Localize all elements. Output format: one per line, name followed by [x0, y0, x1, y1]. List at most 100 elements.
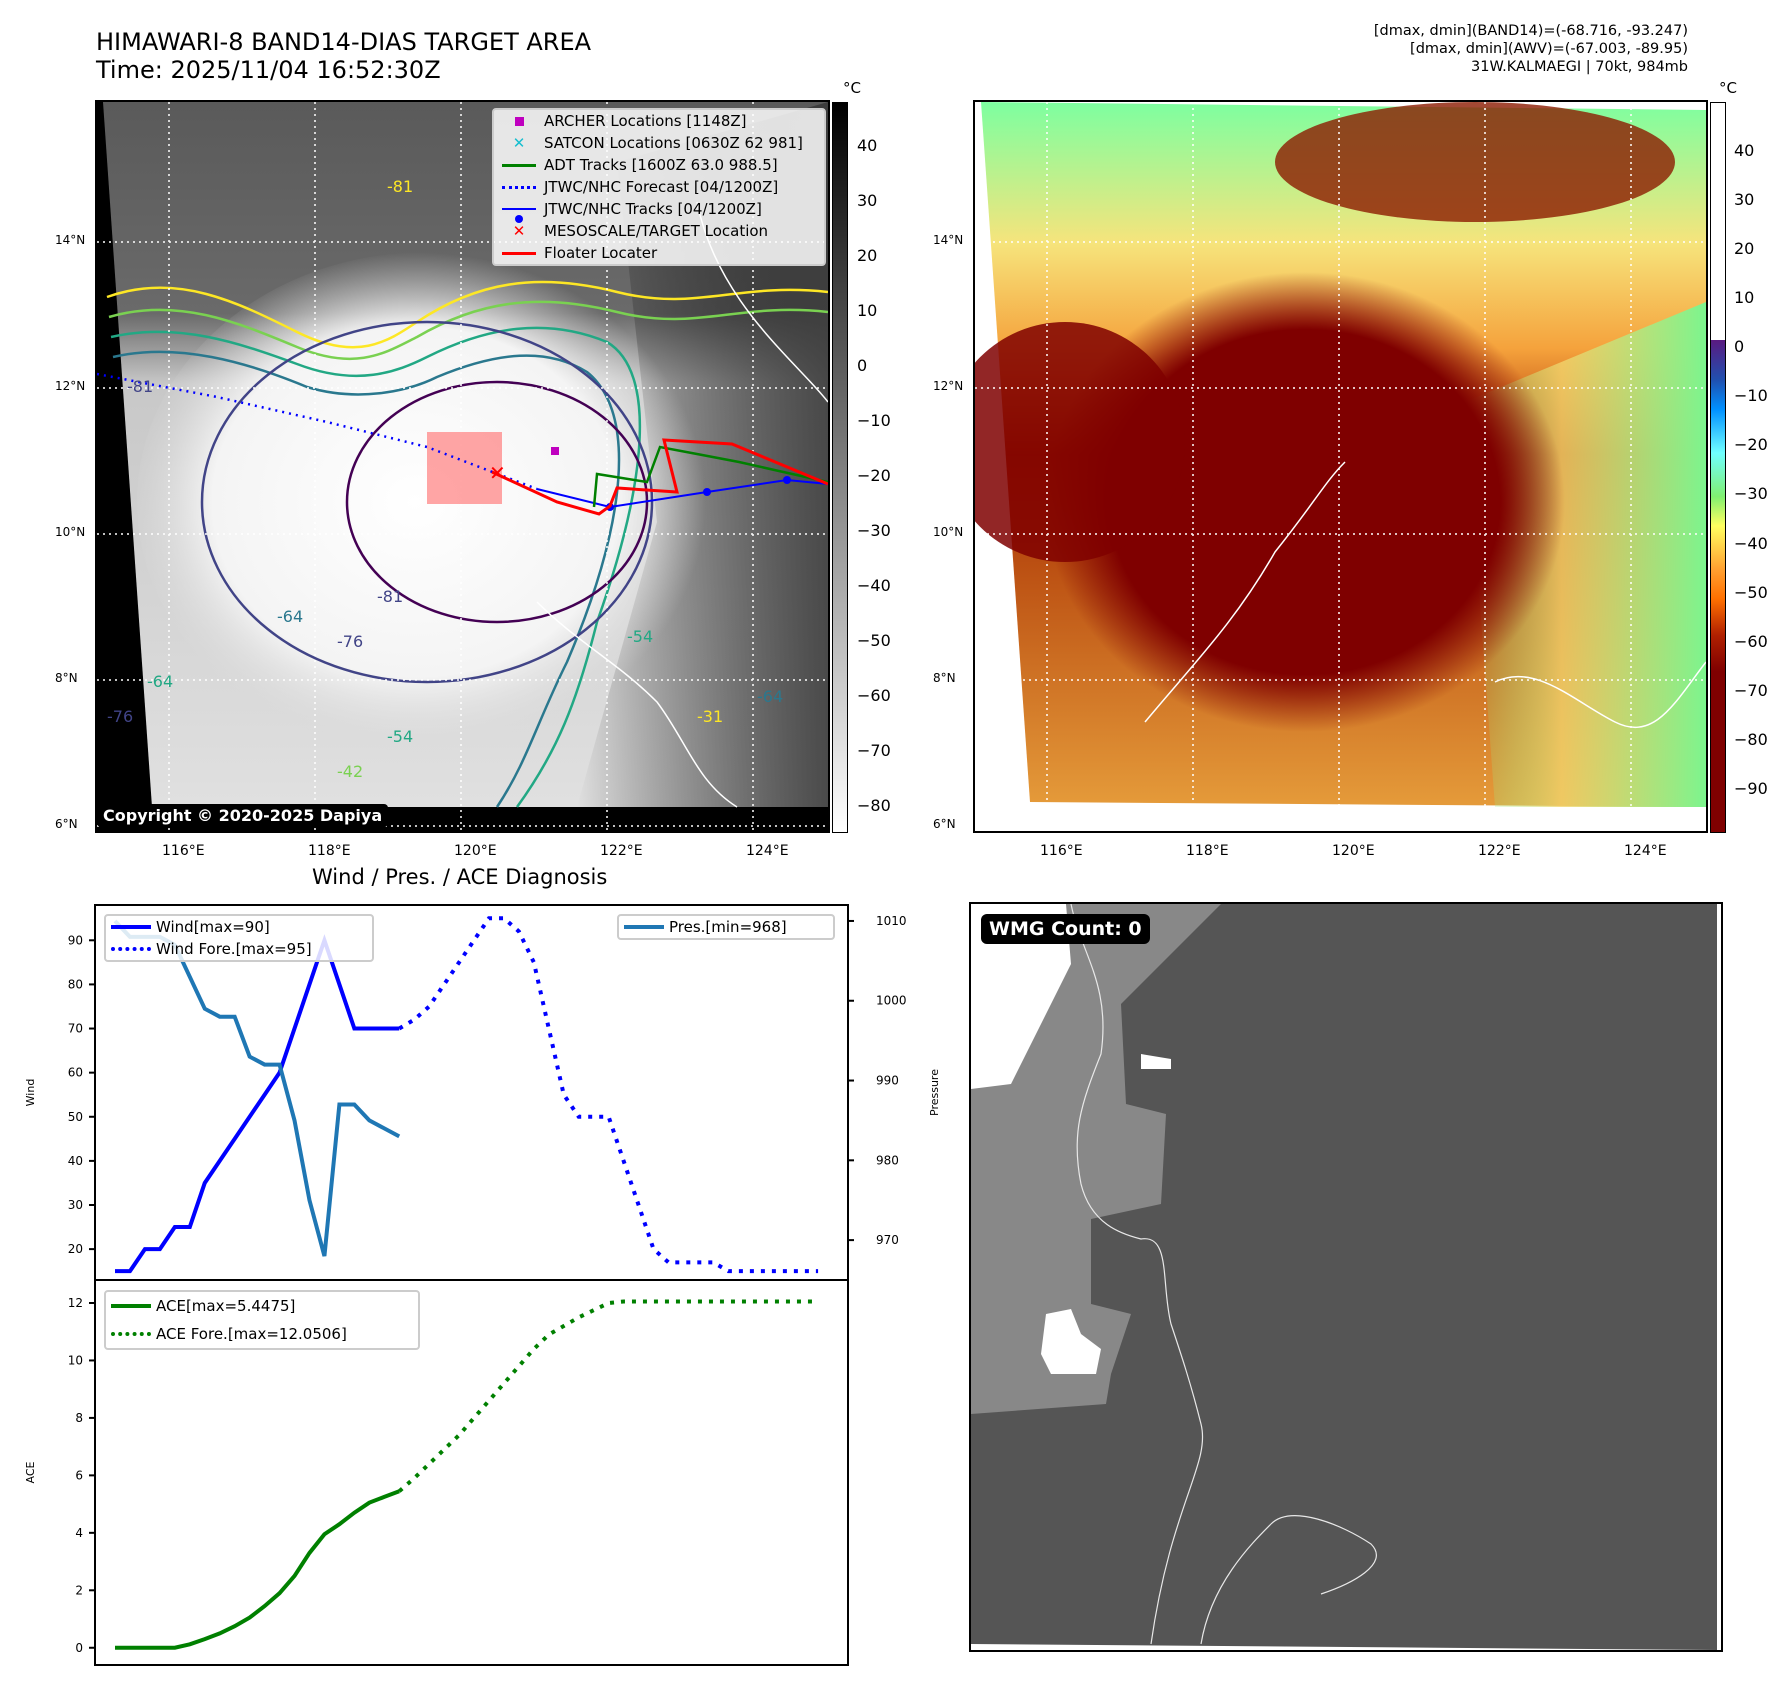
colorbar-tick: −60 [857, 685, 891, 705]
line-dot-icon [502, 208, 536, 210]
lon-tick: 116°E [1040, 843, 1083, 859]
legend-satcon: ✕ SATCON Locations [0630Z 62 981] [494, 132, 824, 154]
dotted-line-icon [111, 1332, 151, 1336]
colorbar-tick: 30 [857, 190, 878, 210]
y-right-tick-label: 970 [876, 1233, 899, 1247]
line-marker-icon [624, 925, 664, 929]
series-line-2 [113, 919, 401, 1257]
y-tick-label: 2 [75, 1583, 83, 1597]
legend-wind: Wind[max=90] [106, 916, 372, 938]
wind-legend: Wind[max=90] Wind Fore.[max=95] [104, 914, 374, 962]
gridlines [975, 102, 1706, 831]
wmg-white-patch [1141, 1054, 1171, 1069]
colorbar-tick: 40 [1734, 141, 1755, 161]
ace-axes-frame [94, 1280, 849, 1666]
y-tick-label: 10 [68, 1353, 83, 1367]
colorbar-unit: °C [1719, 79, 1737, 97]
legend-ace-forecast: ACE Fore.[max=12.0506] [106, 1320, 418, 1348]
awv-colorbar [1710, 102, 1726, 833]
ace-axis-label: ACE [24, 1461, 37, 1483]
line-marker-icon [502, 251, 536, 255]
wind-axis-label: Wind [24, 1079, 37, 1107]
legend-ace: ACE[max=5.4475] [106, 1292, 418, 1320]
line-marker-icon [111, 925, 151, 929]
contour-label: -31 [697, 707, 723, 726]
lat-tick: 10°N [55, 525, 86, 539]
jtwc-track-point [783, 476, 791, 484]
colorbar-tick: 0 [1734, 337, 1745, 357]
y-right-tick-label: 1010 [876, 914, 907, 928]
copyright-label: Copyright © 2020-2025 Dapiya [97, 804, 389, 827]
colorbar-tick: −80 [857, 795, 891, 815]
archer-marker [551, 447, 559, 455]
awv-map-image [975, 102, 1706, 831]
coastline [536, 601, 738, 808]
lat-tick: 10°N [933, 525, 964, 539]
wmg-panel: WMG Count: 0 [969, 902, 1723, 1652]
ace-series-line-1 [397, 1299, 819, 1493]
contour-label: -81 [387, 177, 413, 196]
colorbar-unit: °C [843, 79, 861, 97]
contour-label: -64 [757, 687, 783, 706]
contour-label: -81 [127, 377, 153, 396]
colorbar-tick: −20 [857, 465, 891, 485]
y-tick-label: 0 [75, 1641, 83, 1655]
contour-label: -42 [337, 762, 363, 781]
colorbar-tick: −50 [1734, 582, 1768, 602]
info-block: [dmax, dmin](BAND14)=(-68.716, -93.247) … [1088, 22, 1688, 76]
lat-tick: 12°N [933, 379, 964, 393]
lat-tick: 6°N [933, 817, 956, 831]
lon-tick: 124°E [1624, 843, 1667, 859]
colorbar-tick: −10 [1734, 386, 1768, 406]
colorbar-tick: −70 [1734, 680, 1768, 700]
wmg-dark-region [971, 904, 1717, 1650]
colorbar-tick: 0 [857, 355, 868, 375]
y-tick-label: 20 [68, 1242, 83, 1256]
cyclone-core [1045, 272, 1565, 732]
info-awv: [dmax, dmin](AWV)=(-67.003, -89.95) [1410, 41, 1688, 57]
colorbar-tick: −70 [857, 740, 891, 760]
pressure-legend: Pres.[min=968] [617, 914, 835, 940]
contour-64 [112, 350, 621, 808]
lon-tick: 116°E [162, 843, 205, 859]
diagnosis-title: Wind / Pres. / ACE Diagnosis [312, 865, 608, 889]
lat-tick: 6°N [55, 817, 78, 831]
colorbar-tick: −80 [1734, 729, 1768, 749]
y-tick-label: 12 [68, 1296, 83, 1310]
lon-tick: 122°E [600, 843, 643, 859]
west-cold-area [975, 322, 1185, 562]
y-right-tick-label: 990 [876, 1074, 899, 1088]
jtwc-track-point [703, 488, 711, 496]
coastline-east [1494, 661, 1706, 729]
band14-map-image: ✕ -81 -81 -64 -76 -81 -64 -76 -54 -42 -5… [97, 102, 828, 831]
ace-series-line-0 [115, 1489, 400, 1650]
floater-locater [491, 438, 828, 516]
colorbar-tick: −30 [857, 520, 891, 540]
x-marker-icon: ✕ [512, 134, 526, 152]
contour-label: -54 [387, 727, 413, 746]
y-tick-label: 50 [68, 1110, 83, 1124]
ace-legend: ACE[max=5.4475] ACE Fore.[max=12.0506] [104, 1290, 420, 1350]
info-storm: 31W.KALMAEGI | 70kt, 984mb [1471, 59, 1688, 75]
y-tick-label: 80 [68, 977, 83, 991]
lat-tick: 14°N [933, 233, 964, 247]
lon-tick: 124°E [746, 843, 789, 859]
colorbar-tick: 20 [857, 245, 878, 265]
colorbar-tick: −50 [857, 630, 891, 650]
colorbar-tick: −90 [1734, 778, 1768, 798]
series-line-1 [398, 916, 819, 1274]
contour-label: -64 [277, 607, 303, 626]
lat-tick: 14°N [55, 233, 86, 247]
wmg-count-label: WMG Count: 0 [981, 914, 1150, 944]
y-tick-label: 40 [68, 1154, 83, 1168]
lon-tick: 122°E [1478, 843, 1521, 859]
figure-time: Time: 2025/11/04 16:52:30Z [96, 56, 441, 84]
y-tick-label: 90 [68, 933, 83, 947]
colorbar-tick: 10 [857, 300, 878, 320]
wmg-image [971, 904, 1717, 1650]
line-marker-icon [502, 163, 536, 167]
lon-tick: 120°E [1332, 843, 1375, 859]
info-band14: [dmax, dmin](BAND14)=(-68.716, -93.247) [1373, 23, 1688, 39]
target-area-box [427, 432, 502, 504]
contour-54 [110, 326, 642, 808]
